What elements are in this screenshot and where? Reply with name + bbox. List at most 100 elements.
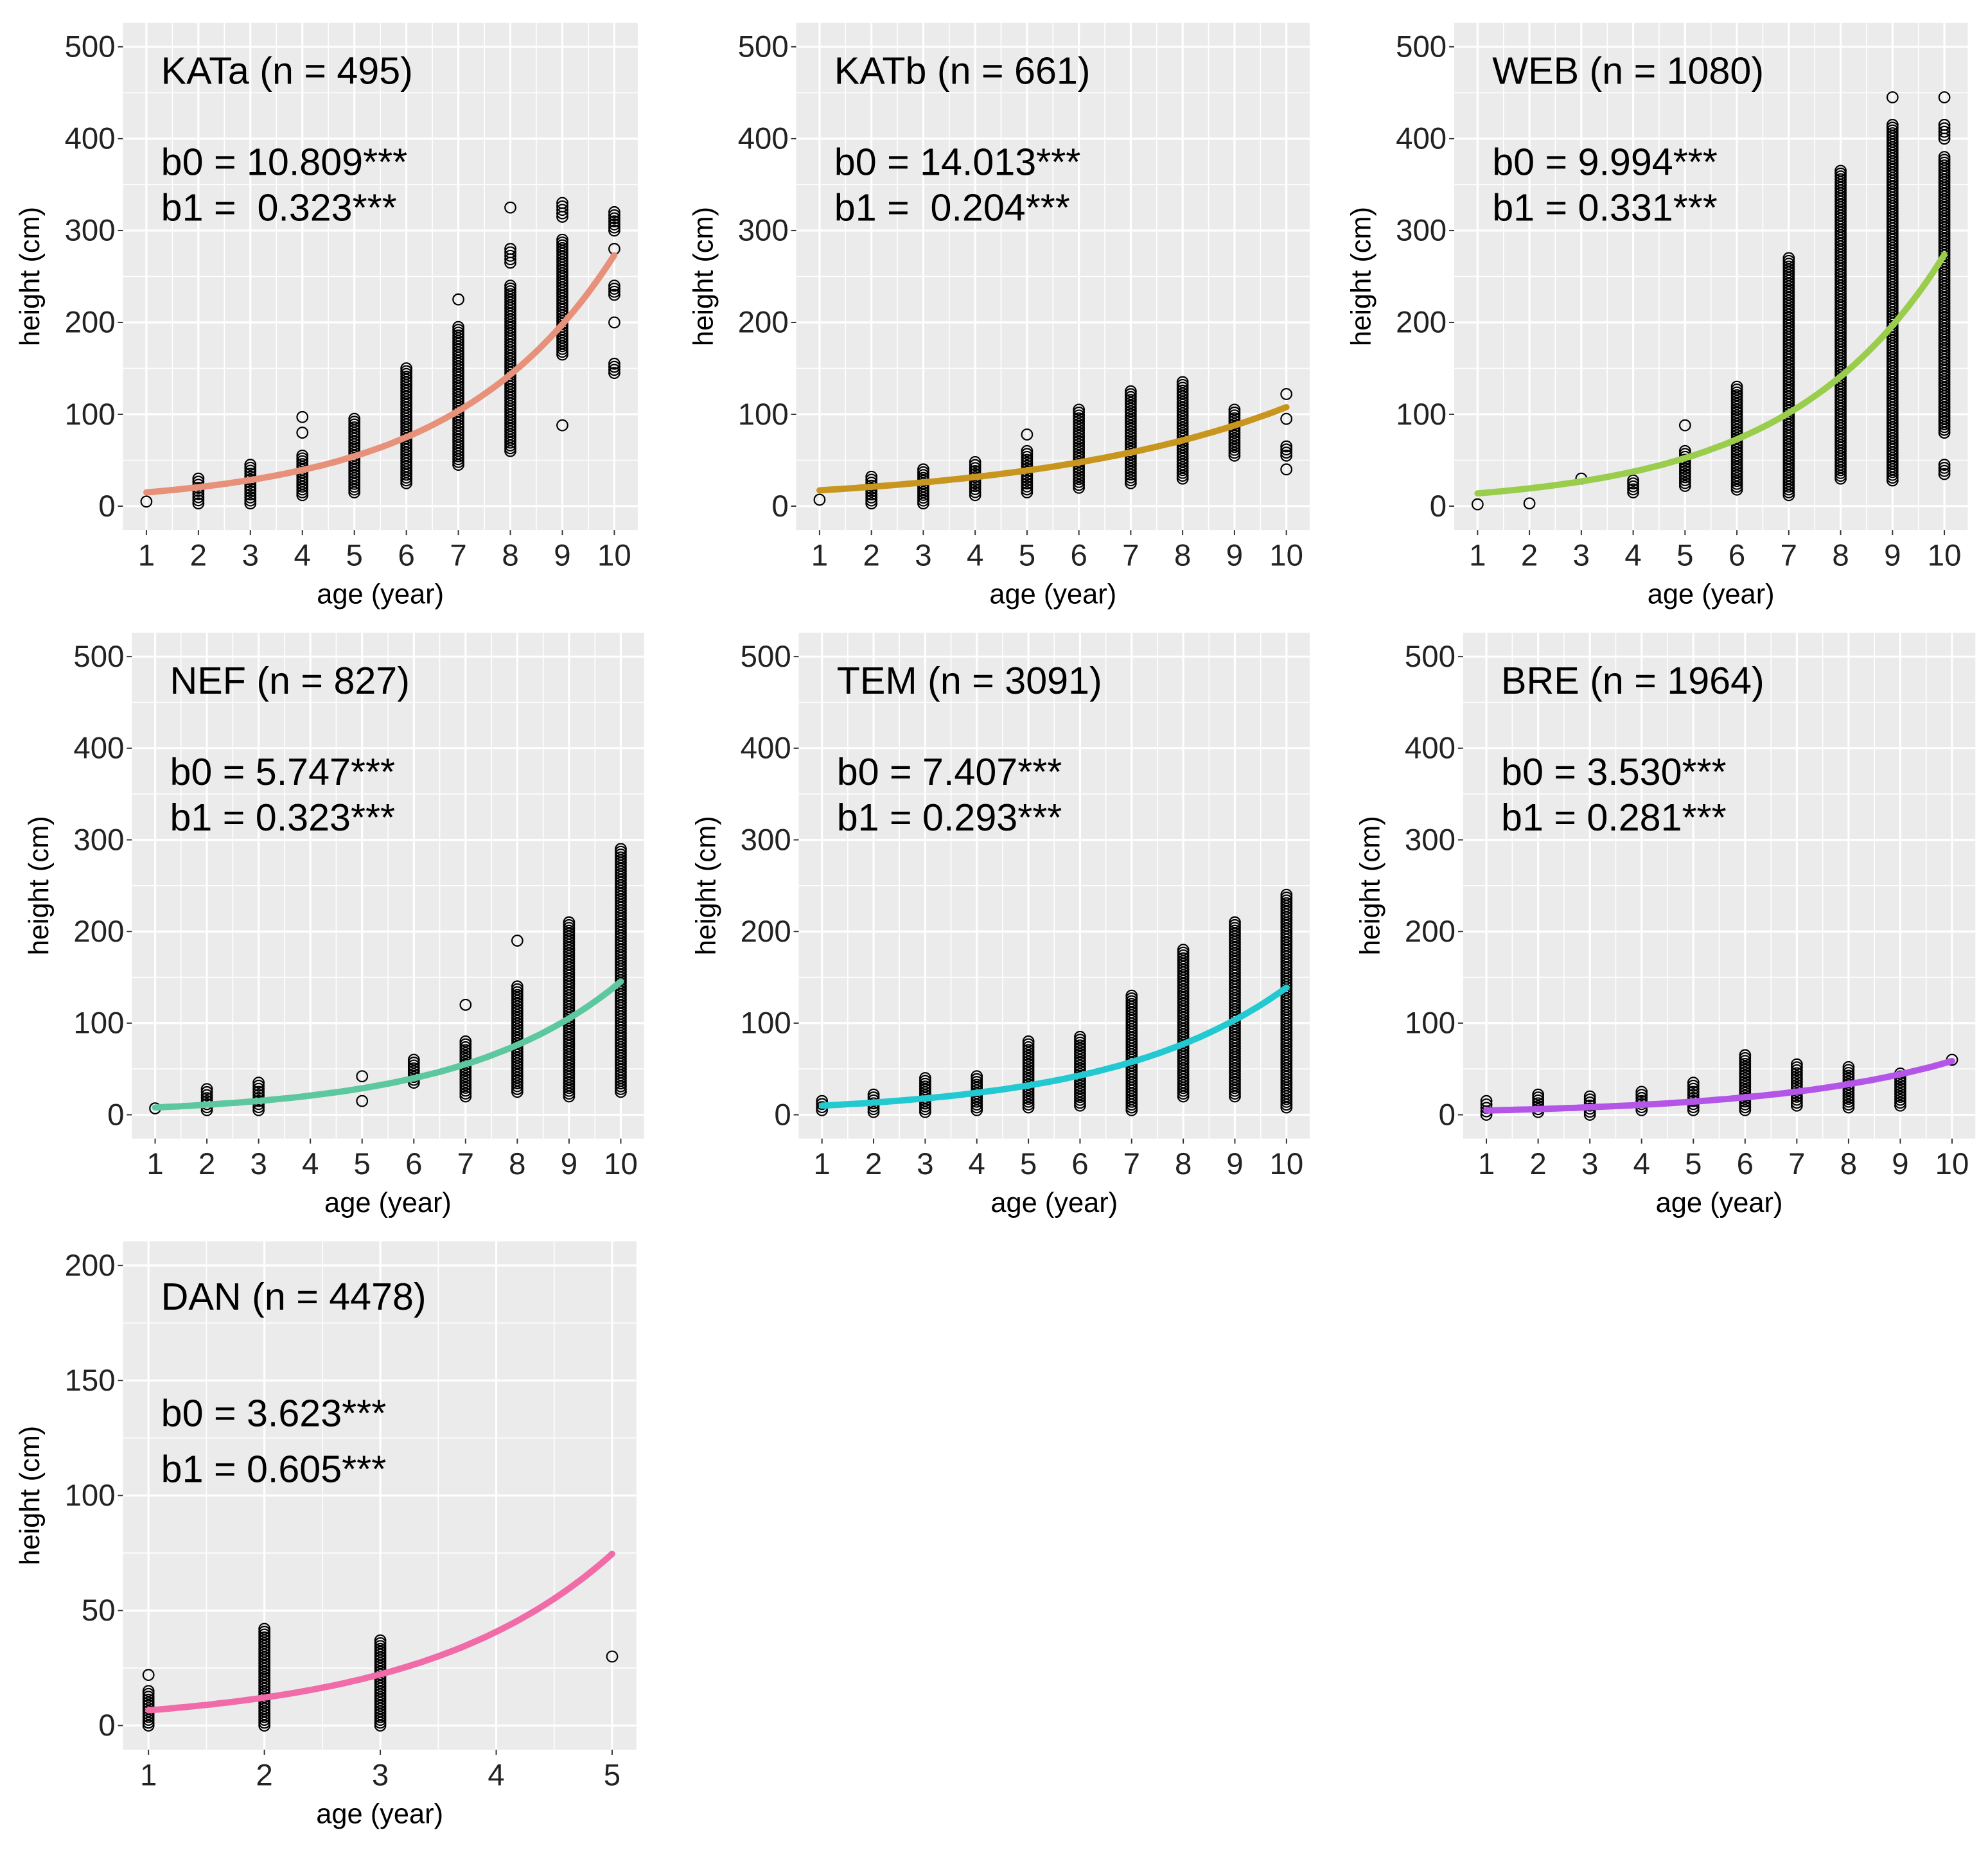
data-point [258,1626,270,1638]
data-point [1073,473,1086,486]
x-axis-title: age (year) [317,579,444,610]
data-point [1280,443,1293,456]
data-point [1074,1030,1086,1043]
fitted-curve [1483,1057,1955,1114]
data-point [374,1708,387,1721]
data-point [374,1714,387,1726]
data-point [1022,1064,1035,1077]
data-point [971,1070,983,1083]
x-tick-label: 1 [811,538,828,572]
data-point [459,1070,472,1082]
data-point [1125,477,1137,489]
data-point [1842,1064,1855,1077]
data-point [258,1714,270,1726]
data-point [1176,376,1189,389]
y-tick-label: 100 [741,1007,791,1041]
data-point [1228,406,1241,419]
data-point [374,1646,387,1658]
data-point [1176,396,1189,409]
data-point [1790,1067,1803,1080]
data-point [1739,1075,1752,1087]
data-point [1894,1096,1906,1109]
data-point [1532,1091,1544,1104]
data-point [258,1651,270,1664]
x-tick-label: 3 [250,1147,267,1181]
data-point [459,1084,472,1097]
data-point [296,455,309,468]
x-tick-label: 3 [915,538,931,572]
data-point [1730,409,1743,421]
data-point [1073,470,1086,482]
y-axis-title: height (cm) [691,816,721,955]
data-point [511,1028,523,1041]
data-point [1894,1087,1906,1100]
data-point [1228,438,1241,450]
data-point [1022,1050,1035,1062]
data-point [1177,944,1190,956]
data-point [608,285,620,298]
data-point [374,1705,387,1718]
data-point [1739,1055,1752,1068]
x-tick-label: 3 [242,538,259,572]
data-point [459,1073,472,1086]
b0-label: b0 = 3.623*** [161,1392,387,1435]
data-point [374,1694,387,1707]
data-point [1886,91,1899,103]
data-point [1176,416,1189,428]
x-tick-label: 8 [1175,1147,1192,1181]
x-tick-label: 4 [1633,1147,1650,1181]
x-tick-label: 4 [967,538,983,572]
panel-bre: 0 100 200 300 400 500 1 2 3 4 5 6 7 8 9 10 age (year) hei… [1355,633,1976,1218]
data-point [1730,455,1743,468]
data-point [1022,1052,1035,1065]
data-point [348,421,361,434]
data-point [1074,1045,1086,1057]
data-point [1730,418,1743,430]
panel-dan: 0 50 100 150 200 1 2 3 4 5 age (year) height (cm) DA… [15,1241,637,1830]
data-point [1894,1085,1906,1097]
data-point [511,989,523,1001]
data-point [1730,480,1743,493]
data-point [1739,1063,1752,1076]
data-point [1073,429,1086,442]
data-point [969,462,981,475]
x-axis-title: age (year) [316,1799,443,1830]
fitted-curve [1474,251,1948,497]
data-point [511,1080,523,1093]
data-point [374,1634,387,1647]
data-point [1280,449,1293,462]
data-point [511,935,523,947]
y-tick-label: 100 [738,398,789,432]
data-point [1125,405,1137,418]
data-point [1176,424,1189,437]
x-tick-label: 3 [1573,538,1590,572]
data-point [556,200,568,213]
data-point [1021,477,1034,490]
data-point [1627,477,1639,489]
data-point [919,1072,931,1084]
x-tick-label: 5 [346,538,363,572]
x-axis-title: age (year) [324,1188,452,1218]
data-point [1627,480,1639,493]
data-point [1176,472,1189,485]
b0-label: b0 = 7.407*** [837,750,1062,793]
data-point [919,1080,931,1093]
data-point [511,1020,523,1033]
data-point [1790,1064,1803,1077]
data-point [459,1035,472,1048]
data-point [1938,462,1951,474]
data-point [511,1060,523,1073]
data-point [1635,1089,1648,1102]
x-tick-label: 4 [969,1147,985,1181]
data-point [1176,407,1189,419]
data-point [258,1680,270,1692]
data-point [1894,1091,1906,1103]
data-point [608,316,620,329]
x-tick-label: 4 [302,1147,319,1181]
data-point [374,1654,387,1667]
data-point [511,1051,523,1064]
data-point [1176,461,1189,473]
data-point [374,1685,387,1698]
data-point [969,486,981,498]
data-point [511,986,523,999]
